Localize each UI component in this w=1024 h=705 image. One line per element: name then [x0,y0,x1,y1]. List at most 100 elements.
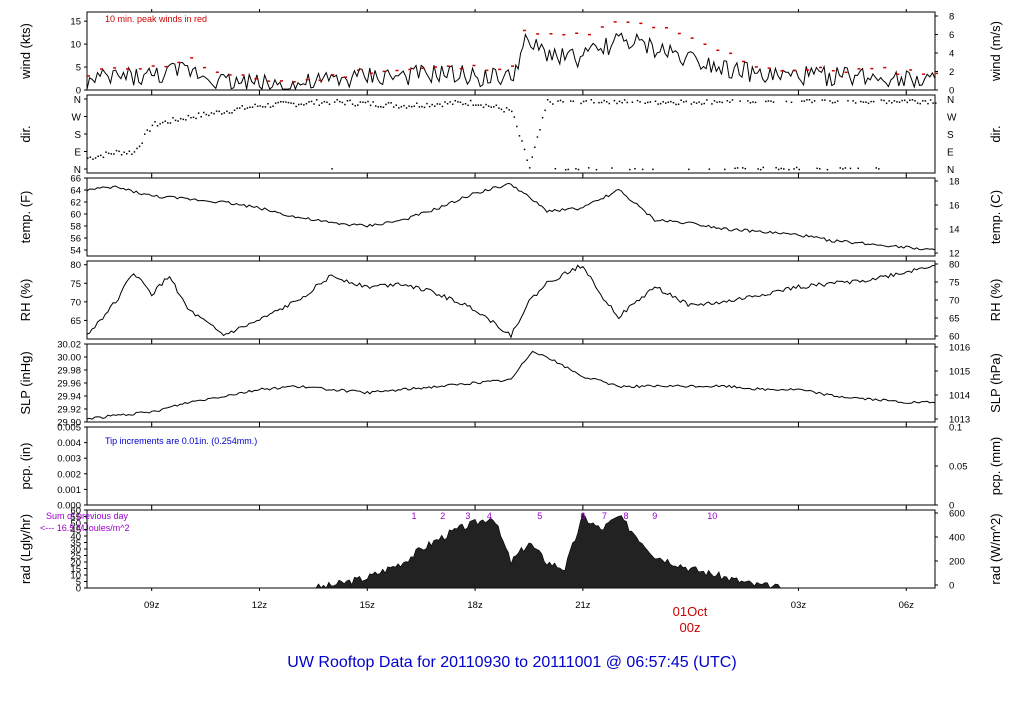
dir-point [390,102,392,104]
wind-peak-point [228,74,232,76]
dir-point [328,103,331,105]
pcp-ytick-label: 0.005 [57,423,81,434]
dir-point [836,100,839,102]
wind-peak-point [382,70,386,73]
dir-point [690,103,693,105]
dir-point [210,112,213,114]
wind-peak-point [575,32,579,35]
dir-point [670,100,672,103]
wind-peak-point [922,73,926,75]
dir-point [300,103,303,105]
dir-point [94,157,97,159]
dir-ylabel: dir. [18,125,33,142]
dir-point [575,167,577,170]
date-label: 01Oct [673,604,708,619]
wind-peak-point [870,67,874,70]
dir-point [192,116,195,119]
dir-point [634,168,636,170]
wind-peak-point [305,78,309,81]
rad-hour-mark: 3 [465,511,470,521]
dir-point [269,106,272,108]
dir-point [870,100,872,103]
dir-point [280,100,282,103]
dir-point [344,103,346,106]
wind-peak-point [331,74,335,76]
pcp-ytick-label-right: 0.1 [949,423,962,434]
panel-rh: RH (%) RH (%) 65 70 75 80 60 65 70 75 80 [18,258,1003,343]
dir-point [631,101,634,103]
dir-point [503,111,505,113]
dir-point [374,105,377,107]
wind-peak-point [883,66,887,69]
pcp-ylabel-right: pcp. (mm) [988,437,1003,496]
slp-ytick-label: 29.94 [57,392,81,403]
dir-point [272,105,274,107]
dir-point [349,99,351,102]
slp-ytick-label: 29.92 [57,405,81,416]
dir-point [357,104,359,106]
dir-point [713,100,716,102]
dir-point [880,99,883,101]
dir-point [675,103,677,106]
dir-point [380,106,382,108]
wind-ytick-label: 5 [76,63,81,74]
dir-point [865,101,867,103]
dir-point [246,107,249,109]
dir-point [308,101,310,103]
dir-point [595,168,598,171]
dir-point [154,121,156,123]
dir-point [226,110,228,113]
dir-ytick-label: W [72,113,82,124]
dir-point [508,109,510,111]
pcp-ytick-label: 0.002 [57,469,81,480]
dir-point [741,167,744,169]
dir-point [331,168,333,170]
dir-point [161,121,164,124]
temp-line [86,182,936,251]
rad-ytick-label: 25 [70,551,81,562]
dir-point [857,167,859,170]
dir-point [505,107,508,109]
rad-hour-mark: 1 [411,511,416,521]
dir-point [146,129,149,131]
rh-line [86,264,936,339]
wind-ytick-label-right: 8 [949,12,954,23]
x-tick-label: 12z [252,600,268,611]
rad-ytick-label: 15 [70,564,81,575]
dir-point [842,168,844,170]
slp-ytick-label-right: 1015 [949,367,970,378]
dir-point [187,114,190,117]
dir-point [698,101,700,103]
dir-point [824,99,826,101]
dir-point [888,100,890,102]
dir-point [935,102,937,104]
dir-point [662,101,664,103]
dir-point [87,157,89,159]
dir-point [149,130,151,132]
wind-peak-point [909,69,913,71]
dir-point [177,120,179,122]
wind-peak-point [522,29,526,32]
dir-point [523,148,526,151]
wind-peak-point [806,69,810,71]
pcp-ytick-label: 0.001 [57,485,81,496]
dir-point [600,101,603,104]
dir-point [736,167,739,169]
dir-point [475,104,477,106]
dir-point [107,152,110,155]
rad-ytick-label-right: 600 [949,509,965,520]
dir-point [629,168,631,171]
dir-point [469,99,472,102]
dir-point [826,168,829,171]
dir-ytick-label-right: N [947,95,954,106]
dir-point [172,117,174,119]
dir-point [577,168,580,171]
pcp-ytick-label: 0.000 [57,501,81,512]
rh-ytick-label-right: 60 [949,332,960,343]
dir-point [564,168,567,171]
slp-ytick-label: 30.00 [57,353,81,364]
dir-point [102,156,105,159]
wind-peak-point [716,49,720,52]
